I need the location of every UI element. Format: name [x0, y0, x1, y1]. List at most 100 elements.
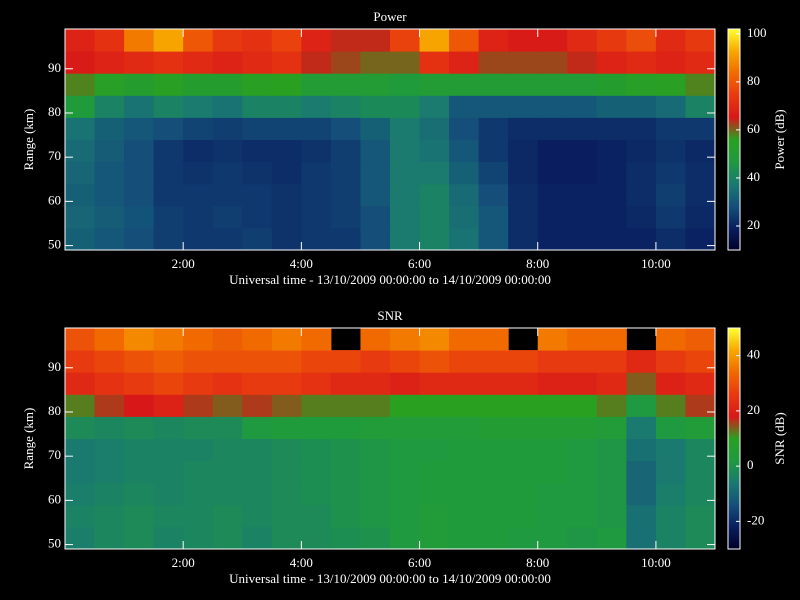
colorbar-tick-label: 40 — [747, 169, 760, 184]
heatmap-cell — [301, 416, 332, 439]
heatmap-cell — [183, 51, 214, 74]
heatmap-cell — [537, 416, 568, 439]
heatmap-cell — [271, 227, 302, 251]
heatmap-cell — [626, 117, 657, 140]
heatmap-cell — [685, 504, 716, 528]
heatmap-cell — [94, 183, 125, 207]
heatmap-cell — [537, 526, 568, 550]
heatmap-cell — [626, 526, 657, 550]
colorbar-tick-label: -20 — [747, 512, 764, 527]
heatmap-cell — [212, 416, 243, 439]
heatmap-cell — [449, 227, 480, 251]
heatmap-cell — [596, 372, 627, 395]
heatmap-cell — [124, 117, 155, 140]
heatmap-cell — [65, 350, 96, 373]
heatmap-cell — [183, 394, 214, 417]
heatmap-cell — [271, 460, 302, 484]
heatmap-cell — [271, 73, 302, 96]
heatmap-cell — [685, 394, 716, 417]
x-tick-label: 4:00 — [290, 256, 313, 271]
heatmap-cell — [390, 350, 421, 373]
heatmap-cell — [94, 73, 125, 96]
heatmap-cell — [330, 51, 361, 74]
heatmap-cell — [655, 526, 686, 550]
heatmap-cell — [124, 161, 155, 185]
heatmap-cell — [271, 504, 302, 528]
heatmap-cell — [65, 227, 96, 251]
heatmap-cell — [212, 183, 243, 207]
heatmap-cell — [94, 526, 125, 550]
heatmap-cell — [508, 504, 539, 528]
heatmap-cell — [567, 394, 598, 417]
heatmap-cell — [360, 438, 391, 462]
heatmap-cell — [390, 51, 421, 74]
heatmap-cell — [478, 416, 509, 439]
heatmap-cell — [330, 161, 361, 185]
heatmap-cell — [449, 438, 480, 462]
heatmap-cell — [419, 482, 450, 506]
heatmap-cell — [65, 139, 96, 163]
heatmap-cell — [330, 139, 361, 163]
heatmap-cell — [478, 51, 509, 74]
heatmap-cell — [596, 526, 627, 550]
heatmap-cell — [330, 526, 361, 550]
heatmap-cell — [419, 328, 450, 351]
heatmap-cell — [478, 394, 509, 417]
heatmap-cell — [685, 460, 716, 484]
heatmap-cell — [242, 117, 273, 140]
colorbar — [727, 28, 741, 251]
y-tick-label: 60 — [48, 192, 61, 207]
heatmap-cell — [124, 526, 155, 550]
heatmap-cell — [685, 372, 716, 395]
heatmap-cell — [508, 438, 539, 462]
heatmap-cell — [537, 460, 568, 484]
heatmap-cell — [242, 438, 273, 462]
colorbar-tick-label: 20 — [747, 402, 760, 417]
heatmap-cell — [567, 161, 598, 185]
heatmap-cell — [94, 482, 125, 506]
heatmap-cell — [626, 350, 657, 373]
heatmap-cell — [360, 183, 391, 207]
heatmap — [65, 328, 716, 550]
heatmap-cell — [655, 139, 686, 163]
heatmap-cell — [537, 438, 568, 462]
heatmap-cell — [449, 526, 480, 550]
heatmap-cell — [271, 205, 302, 229]
heatmap-cell — [330, 227, 361, 251]
heatmap-cell — [685, 482, 716, 506]
heatmap-cell — [626, 51, 657, 74]
heatmap-cell — [212, 438, 243, 462]
heatmap-cell — [153, 29, 184, 52]
heatmap-cell — [419, 139, 450, 163]
heatmap-cell — [271, 95, 302, 118]
heatmap-cell — [94, 139, 125, 163]
y-tick-label: 50 — [48, 237, 61, 252]
heatmap-cell — [478, 438, 509, 462]
heatmap-cell — [508, 416, 539, 439]
heatmap-cell — [478, 482, 509, 506]
heatmap-cell — [390, 526, 421, 550]
colorbar-tick-label: 100 — [747, 25, 767, 40]
heatmap-cell — [360, 482, 391, 506]
heatmap-cell — [301, 350, 332, 373]
heatmap-cell — [153, 526, 184, 550]
heatmap-cell — [655, 117, 686, 140]
heatmap-cell — [301, 526, 332, 550]
heatmap-cell — [685, 161, 716, 185]
heatmap-cell — [65, 438, 96, 462]
heatmap-cell — [183, 460, 214, 484]
colorbar — [727, 327, 741, 550]
heatmap-cell — [449, 328, 480, 351]
colorbar-tick-label: 40 — [747, 347, 760, 362]
heatmap-cell — [596, 95, 627, 118]
heatmap-cell — [419, 205, 450, 229]
heatmap-cell — [94, 416, 125, 439]
heatmap-cell — [537, 95, 568, 118]
heatmap-cell — [567, 29, 598, 52]
heatmap-cell — [596, 328, 627, 351]
heatmap-cell — [124, 51, 155, 74]
heatmap-cell — [419, 350, 450, 373]
heatmap-cell — [330, 416, 361, 439]
heatmap-cell — [626, 29, 657, 52]
